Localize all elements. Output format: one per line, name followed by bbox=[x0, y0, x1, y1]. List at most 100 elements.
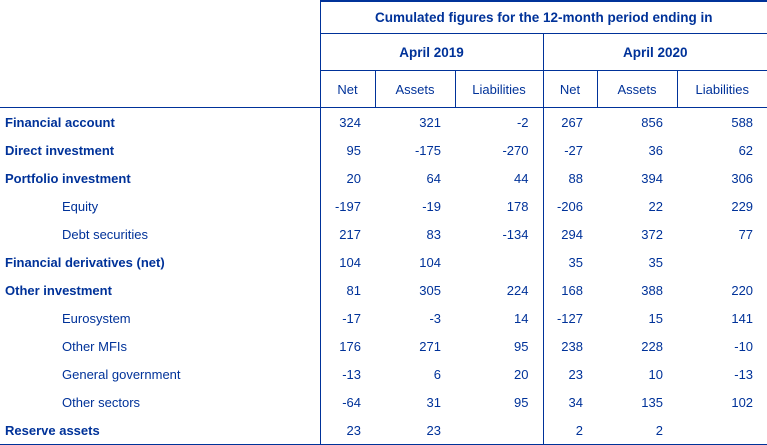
data-cell: -17 bbox=[319, 304, 375, 332]
column-header-row: Net Assets Liabilities Net Assets Liabilities bbox=[0, 70, 767, 108]
data-cell: 176 bbox=[319, 332, 375, 360]
data-cell: 35 bbox=[542, 248, 597, 276]
data-cell: -27 bbox=[542, 136, 597, 164]
data-cell: 388 bbox=[641, 282, 663, 298]
data-cell: 22 bbox=[648, 198, 663, 214]
data-cell: 20 bbox=[514, 366, 529, 382]
data-cell: 141 bbox=[731, 310, 754, 326]
row-label: Other sectors bbox=[62, 394, 141, 410]
data-cell: -206 bbox=[542, 192, 597, 220]
data-cell: 238 bbox=[542, 332, 597, 360]
row-label: Financial account bbox=[5, 114, 115, 130]
data-cell: 35 bbox=[648, 254, 663, 270]
data-cell: 31 bbox=[426, 394, 441, 410]
row-label: Portfolio investment bbox=[5, 170, 131, 186]
data-cell: 102 bbox=[731, 394, 754, 410]
label-column-spacer bbox=[0, 1, 320, 34]
table-row: Portfolio investment 20 64 44 88 394 306 bbox=[0, 164, 767, 192]
data-cell: 856 bbox=[641, 114, 663, 130]
data-cell bbox=[455, 416, 543, 445]
table-row: General government -13 6 20 23 10 -13 bbox=[0, 360, 767, 388]
data-cell: 305 bbox=[419, 282, 441, 298]
data-cell: -127 bbox=[542, 304, 597, 332]
data-cell: 2 bbox=[542, 416, 597, 445]
data-cell: 220 bbox=[731, 282, 754, 298]
data-cell: 178 bbox=[506, 198, 529, 214]
data-cell: 15 bbox=[648, 310, 663, 326]
row-label: Reserve assets bbox=[0, 416, 320, 445]
row-label: Other investment bbox=[5, 282, 112, 298]
row-label: Equity bbox=[62, 198, 99, 214]
period-header-april-2020: April 2020 bbox=[542, 33, 767, 71]
table-row: Eurosystem -17 -3 14 -127 15 141 bbox=[0, 304, 767, 332]
data-cell: -197 bbox=[319, 192, 375, 220]
data-cell: 36 bbox=[648, 142, 663, 158]
data-cell: -19 bbox=[422, 198, 441, 214]
data-cell: 168 bbox=[542, 276, 597, 304]
period-row: April 2019 April 2020 bbox=[0, 33, 767, 71]
data-cell: 34 bbox=[542, 388, 597, 416]
table-row: Debt securities 217 83 -134 294 372 77 bbox=[0, 220, 767, 248]
data-cell: -13 bbox=[734, 366, 754, 382]
data-cell: -64 bbox=[319, 388, 375, 416]
data-cell: 64 bbox=[426, 170, 441, 186]
data-cell: -13 bbox=[319, 360, 375, 388]
data-cell: 267 bbox=[542, 107, 597, 136]
data-cell: -3 bbox=[429, 310, 441, 326]
table-row: Other MFIs 176 271 95 238 228 -10 bbox=[0, 332, 767, 360]
table-row: Financial derivatives (net) 104 104 35 35 bbox=[0, 248, 767, 276]
column-header-liabilities-2019: Liabilities bbox=[454, 70, 543, 108]
data-cell: 228 bbox=[641, 338, 663, 354]
column-header-liabilities-2020: Liabilities bbox=[676, 70, 767, 108]
data-cell: 23 bbox=[375, 416, 455, 445]
data-cell: 229 bbox=[731, 198, 754, 214]
data-cell: 10 bbox=[648, 366, 663, 382]
data-cell: 14 bbox=[514, 310, 529, 326]
data-cell: -270 bbox=[502, 142, 529, 158]
data-cell: 321 bbox=[419, 114, 441, 130]
period-header-april-2019: April 2019 bbox=[319, 33, 543, 71]
column-header-net-2019: Net bbox=[319, 70, 375, 108]
data-cell: 306 bbox=[731, 170, 754, 186]
row-label: Direct investment bbox=[5, 142, 115, 158]
data-cell: 95 bbox=[514, 394, 529, 410]
data-cell: 324 bbox=[319, 107, 375, 136]
data-cell: 271 bbox=[419, 338, 441, 354]
row-label: General government bbox=[62, 366, 181, 382]
table-row: Other sectors -64 31 95 34 135 102 bbox=[0, 388, 767, 416]
data-cell: 77 bbox=[738, 226, 754, 242]
data-cell: 44 bbox=[514, 170, 529, 186]
data-cell: -2 bbox=[516, 114, 529, 130]
data-cell bbox=[677, 248, 767, 276]
data-cell: 23 bbox=[319, 416, 375, 445]
table-row: Financial account 324 321 -2 267 856 588 bbox=[0, 107, 767, 136]
row-label: Financial derivatives (net) bbox=[5, 254, 165, 270]
table-row: Direct investment 95 -175 -270 -27 36 62 bbox=[0, 136, 767, 164]
data-cell: 95 bbox=[319, 136, 375, 164]
title-row: Cumulated figures for the 12-month perio… bbox=[0, 0, 767, 34]
data-cell: 88 bbox=[542, 164, 597, 192]
data-cell bbox=[677, 416, 767, 445]
table-title: Cumulated figures for the 12-month perio… bbox=[319, 0, 767, 34]
data-cell bbox=[455, 248, 543, 276]
data-cell: 83 bbox=[426, 226, 441, 242]
column-header-assets-2020: Assets bbox=[596, 70, 677, 108]
data-cell: 588 bbox=[731, 114, 754, 130]
data-cell: 81 bbox=[319, 276, 375, 304]
data-cell: 23 bbox=[542, 360, 597, 388]
data-cell: -134 bbox=[502, 226, 529, 242]
data-cell: 2 bbox=[597, 416, 677, 445]
table-row: Equity -197 -19 178 -206 22 229 bbox=[0, 192, 767, 220]
table-row: Reserve assets 23 23 2 2 bbox=[0, 416, 767, 445]
label-column-spacer bbox=[0, 34, 320, 71]
table-row: Other investment 81 305 224 168 388 220 bbox=[0, 276, 767, 304]
data-cell: 95 bbox=[514, 338, 529, 354]
data-cell: 104 bbox=[419, 254, 441, 270]
data-cell: 104 bbox=[319, 248, 375, 276]
row-label: Debt securities bbox=[62, 226, 148, 242]
data-cell: -10 bbox=[734, 338, 754, 354]
data-cell: 217 bbox=[319, 220, 375, 248]
data-cell: 372 bbox=[641, 226, 663, 242]
data-cell: 135 bbox=[641, 394, 663, 410]
